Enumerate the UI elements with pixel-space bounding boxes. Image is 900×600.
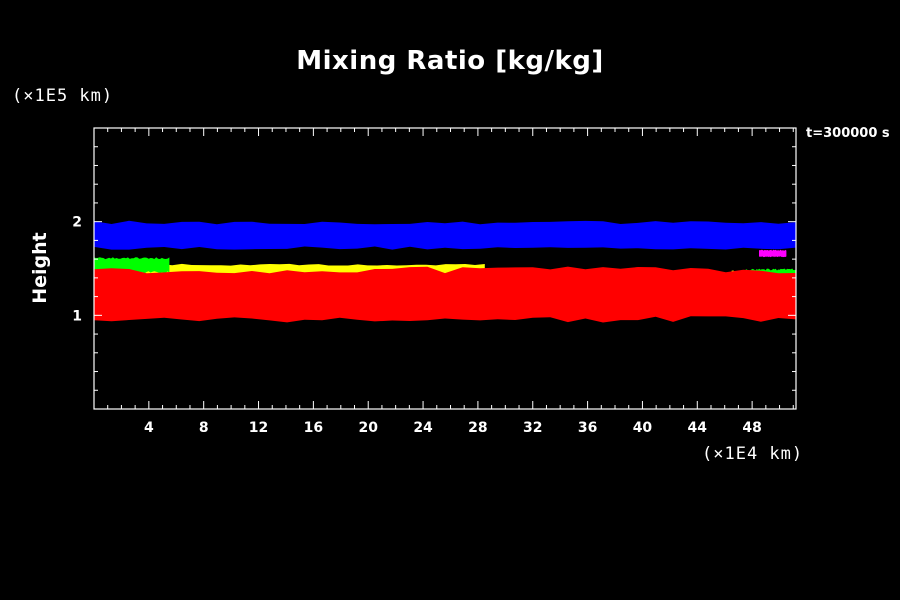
mixing-ratio-field xyxy=(94,220,796,323)
x-tick-label: 20 xyxy=(358,420,378,436)
field-region-red xyxy=(94,266,796,323)
time-label: t=300000 s xyxy=(806,126,890,141)
x-tick-label: 36 xyxy=(578,420,597,436)
axes xyxy=(93,127,797,410)
x-axis-unit: (×1E4 km) xyxy=(702,444,804,464)
x-tick-label: 40 xyxy=(633,420,653,436)
x-tick-label: 44 xyxy=(688,420,708,436)
x-tick-label: 28 xyxy=(468,420,487,436)
y-tick-label: 2 xyxy=(72,215,82,231)
plot-frame xyxy=(93,127,797,410)
x-tick-label: 32 xyxy=(523,420,542,436)
x-tick-label: 12 xyxy=(249,420,268,436)
y-tick-label: 1 xyxy=(72,308,82,324)
x-tick-label: 4 xyxy=(144,420,154,436)
x-tick-label: 24 xyxy=(413,420,433,436)
x-tick-label: 48 xyxy=(742,420,761,436)
x-tick-label: 8 xyxy=(199,420,209,436)
x-tick-label: 16 xyxy=(304,420,323,436)
y-axis-unit: (×1E5 km) xyxy=(12,86,114,106)
field-region-magenta xyxy=(759,249,787,258)
field-region-blue xyxy=(94,220,796,250)
chart-title: Mixing Ratio [kg/kg] xyxy=(296,46,604,76)
